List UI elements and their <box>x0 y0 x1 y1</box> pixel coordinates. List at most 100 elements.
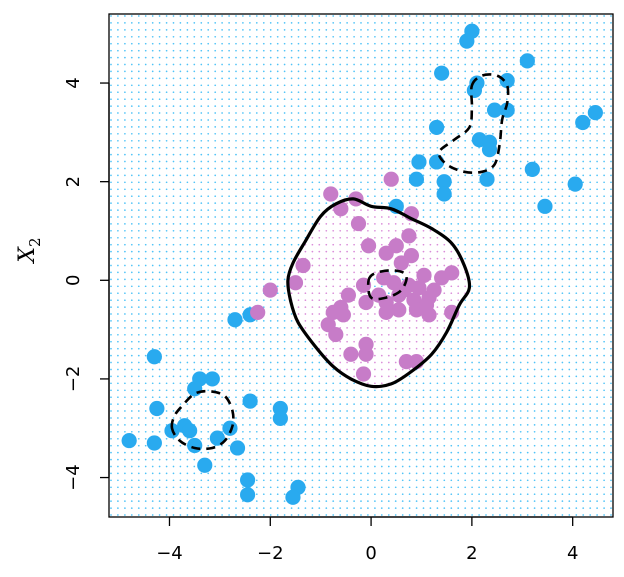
grid-dot <box>235 49 237 52</box>
grid-dot <box>172 396 175 399</box>
grid-dot <box>554 354 557 357</box>
grid-dot <box>110 91 112 94</box>
grid-dot <box>533 486 536 489</box>
grid-dot <box>318 84 321 87</box>
grid-dot <box>415 486 418 489</box>
grid-dot <box>526 84 529 87</box>
grid-dot <box>228 49 230 52</box>
grid-dot <box>255 430 258 433</box>
grid-dot <box>540 320 543 322</box>
grid-dot <box>346 126 348 128</box>
grid-dot <box>172 403 175 405</box>
grid-dot <box>151 63 154 66</box>
grid-dot <box>512 424 515 426</box>
grid-dot <box>367 327 369 329</box>
grid-dot <box>505 243 508 246</box>
grid-dot <box>415 403 418 405</box>
grid-dot <box>165 181 168 184</box>
grid-dot <box>353 49 355 52</box>
grid-dot <box>582 223 585 225</box>
grid-dot <box>561 167 564 170</box>
grid-dot <box>499 35 501 38</box>
grid-dot <box>485 507 487 509</box>
grid-dot <box>332 160 335 163</box>
grid-dot <box>457 56 460 59</box>
grid-dot <box>422 229 425 232</box>
grid-dot <box>478 271 480 274</box>
grid-dot <box>582 139 585 142</box>
grid-dot <box>179 354 182 357</box>
grid-dot <box>533 139 536 142</box>
grid-dot <box>526 507 529 509</box>
grid-dot <box>540 29 543 31</box>
grid-dot <box>262 70 265 73</box>
grid-dot <box>450 209 453 211</box>
grid-dot <box>186 15 189 17</box>
grid-dot <box>492 119 494 121</box>
grid-dot <box>457 486 460 489</box>
grid-dot <box>130 354 133 357</box>
grid-dot <box>130 105 133 107</box>
grid-dot <box>269 70 272 73</box>
grid-dot <box>339 493 342 496</box>
grid-dot <box>575 63 578 66</box>
grid-dot <box>492 361 494 364</box>
grid-dot <box>526 430 529 433</box>
grid-dot <box>200 507 203 509</box>
grid-dot <box>575 514 578 516</box>
grid-dot <box>137 320 140 322</box>
grid-dot <box>450 299 453 302</box>
grid-dot <box>249 507 251 509</box>
grid-dot <box>478 327 480 329</box>
grid-dot <box>575 507 578 509</box>
grid-dot <box>505 437 508 440</box>
grid-dot <box>353 257 355 260</box>
grid-dot <box>151 333 154 336</box>
grid-dot <box>297 160 300 163</box>
grid-dot <box>297 35 300 38</box>
grid-dot <box>505 278 508 281</box>
grid-dot <box>422 347 425 350</box>
grid-dot <box>554 250 557 253</box>
grid-dot <box>297 42 300 45</box>
grid-dot <box>568 209 571 211</box>
grid-dot <box>297 167 300 170</box>
grid-dot <box>519 306 522 308</box>
grid-dot <box>387 507 390 509</box>
grid-dot <box>554 167 557 170</box>
grid-dot <box>221 313 223 315</box>
grid-dot <box>235 56 237 59</box>
grid-dot <box>471 132 473 135</box>
grid-dot <box>158 160 161 163</box>
grid-dot <box>554 153 557 156</box>
grid-dot <box>207 389 210 392</box>
grid-dot <box>117 243 119 246</box>
grid-dot <box>367 56 369 59</box>
grid-dot <box>117 306 119 308</box>
grid-dot <box>130 77 133 80</box>
grid-dot <box>443 22 446 24</box>
grid-dot <box>582 132 585 135</box>
grid-dot <box>561 139 564 142</box>
grid-dot <box>464 486 467 489</box>
grid-dot <box>117 403 119 405</box>
grid-dot <box>110 333 112 336</box>
grid-dot <box>360 257 362 260</box>
grid-dot <box>290 42 293 45</box>
grid-dot <box>582 216 585 218</box>
grid-dot <box>464 375 467 378</box>
grid-dot <box>561 216 564 218</box>
grid-dot <box>269 375 272 378</box>
grid-dot <box>276 119 279 121</box>
grid-dot <box>130 403 133 405</box>
grid-dot <box>519 361 522 364</box>
grid-dot <box>360 84 362 87</box>
grid-dot <box>124 195 126 198</box>
grid-dot <box>547 437 550 440</box>
grid-dot <box>505 22 508 24</box>
grid-dot <box>207 306 210 308</box>
grid-dot <box>124 42 126 45</box>
grid-dot <box>450 479 453 482</box>
grid-dot <box>443 327 446 329</box>
grid-dot <box>387 15 390 17</box>
